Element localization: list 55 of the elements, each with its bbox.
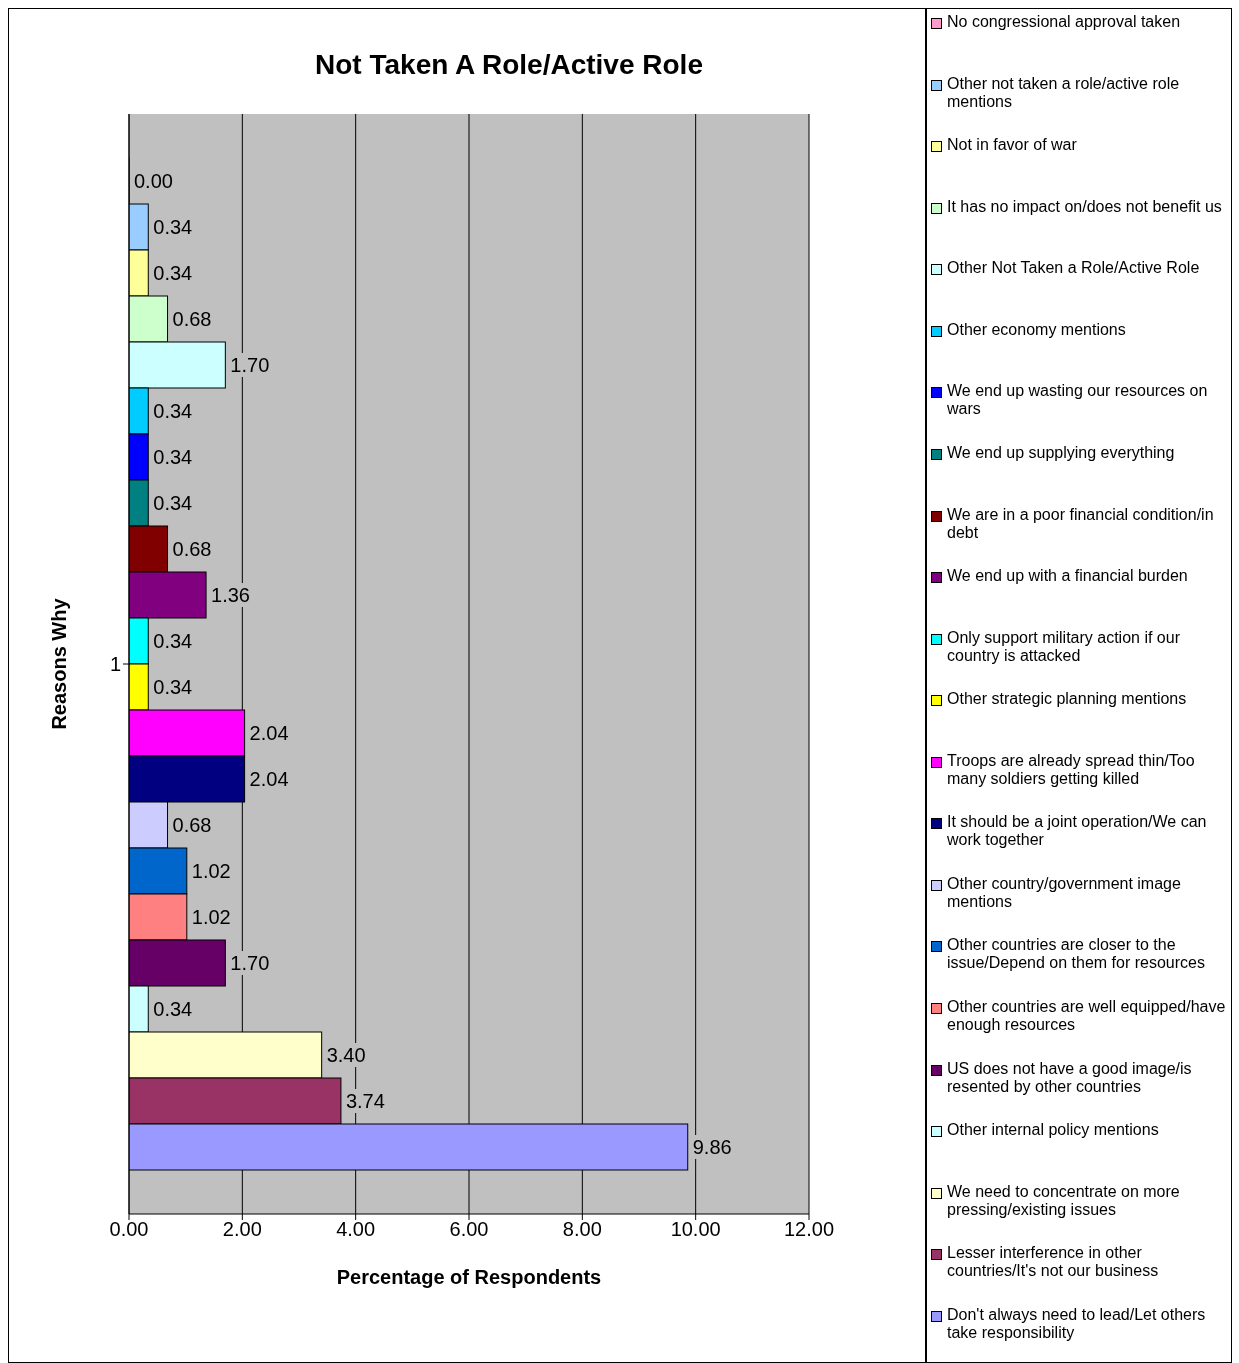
legend-label: Troops are already spread thin/Too many soldiers getting killed [947,751,1196,788]
data-label: 0.34 [153,998,193,1020]
legend-label: Not in favor of war [947,136,1077,155]
data-label: 1.02 [191,906,231,928]
data-label: 0.34 [153,676,193,698]
y-axis-title: Reasons Why [48,597,71,730]
data-label: 0.34 [153,400,193,422]
legend-label: Other not taken a role/active role mentions [947,74,1181,111]
legend-label: Other countries are well equipped/have enough resources [947,998,1227,1034]
data-label: 0.68 [172,538,212,560]
legend-label: US does not have a good image/is resented by other countries [947,1059,1193,1096]
data-label: 0.34 [153,446,193,468]
data-label: 0.68 [172,308,212,330]
data-label: 0.34 [153,630,193,652]
legend-label: Don't always need to lead/Let others take responsibility [947,1305,1207,1342]
legend-label: Other country/government image mentions [947,874,1182,911]
legend-label: It should be a joint operation/We can work together [947,813,1208,850]
legend-label: Other economy mentions [947,320,1126,339]
data-label: 9.86 [692,1136,732,1158]
x-tick-label: 6.00 [449,1218,489,1241]
data-label: 3.74 [345,1090,385,1112]
legend-label: We end up supplying everything [947,443,1175,462]
x-tick-label: 2.00 [222,1218,262,1241]
legend-label: It has no impact on/does not benefit us [947,197,1222,216]
data-label: 1.02 [191,860,231,882]
legend-label: We need to concentrate on more pressing/existing issues [947,1182,1181,1219]
data-label: 2.04 [249,768,289,790]
legend-label: We end up wasting our resources on wars [947,382,1209,419]
x-tick-label: 12.00 [783,1218,835,1241]
data-label: 0.34 [153,492,193,514]
x-tick-label: 0.00 [109,1218,149,1241]
legend-label: We end up with a financial burden [947,567,1188,586]
x-tick-label: 4.00 [336,1218,376,1241]
legend-label: Lesser interference in other countries/It's not our business [947,1244,1160,1281]
legend-label: Other strategic planning mentions [947,690,1187,709]
legend-label: Other internal policy mentions [947,1121,1159,1140]
x-tick-label: 10.00 [670,1218,721,1241]
data-label: 1.36 [211,584,250,606]
data-label: 1.70 [230,354,270,376]
legend-label: Other countries are closer to the issue/Depend on them for resources [947,936,1206,973]
legend-label: We are in a poor financial condition/in debt [947,505,1215,542]
data-label: 1.70 [230,952,270,974]
data-label: 0.34 [153,262,193,284]
y-tick-label: 1 [109,653,121,676]
legend-label: No congressional approval taken [947,13,1181,31]
x-tick-label: 8.00 [562,1218,602,1241]
data-label: 0.00 [134,170,173,192]
chart-title: Not Taken A Role/Active Role [314,49,704,81]
data-label: 0.34 [153,216,193,238]
data-label: 2.04 [249,722,289,744]
legend-label: Only support military action if our country is attacked [947,628,1181,665]
data-label: 0.68 [172,814,212,836]
legend-label: Other Not Taken a Role/Active Role [947,259,1200,278]
x-axis-title: Percentage of Respondents [336,1266,602,1288]
data-label: 3.40 [326,1044,366,1066]
